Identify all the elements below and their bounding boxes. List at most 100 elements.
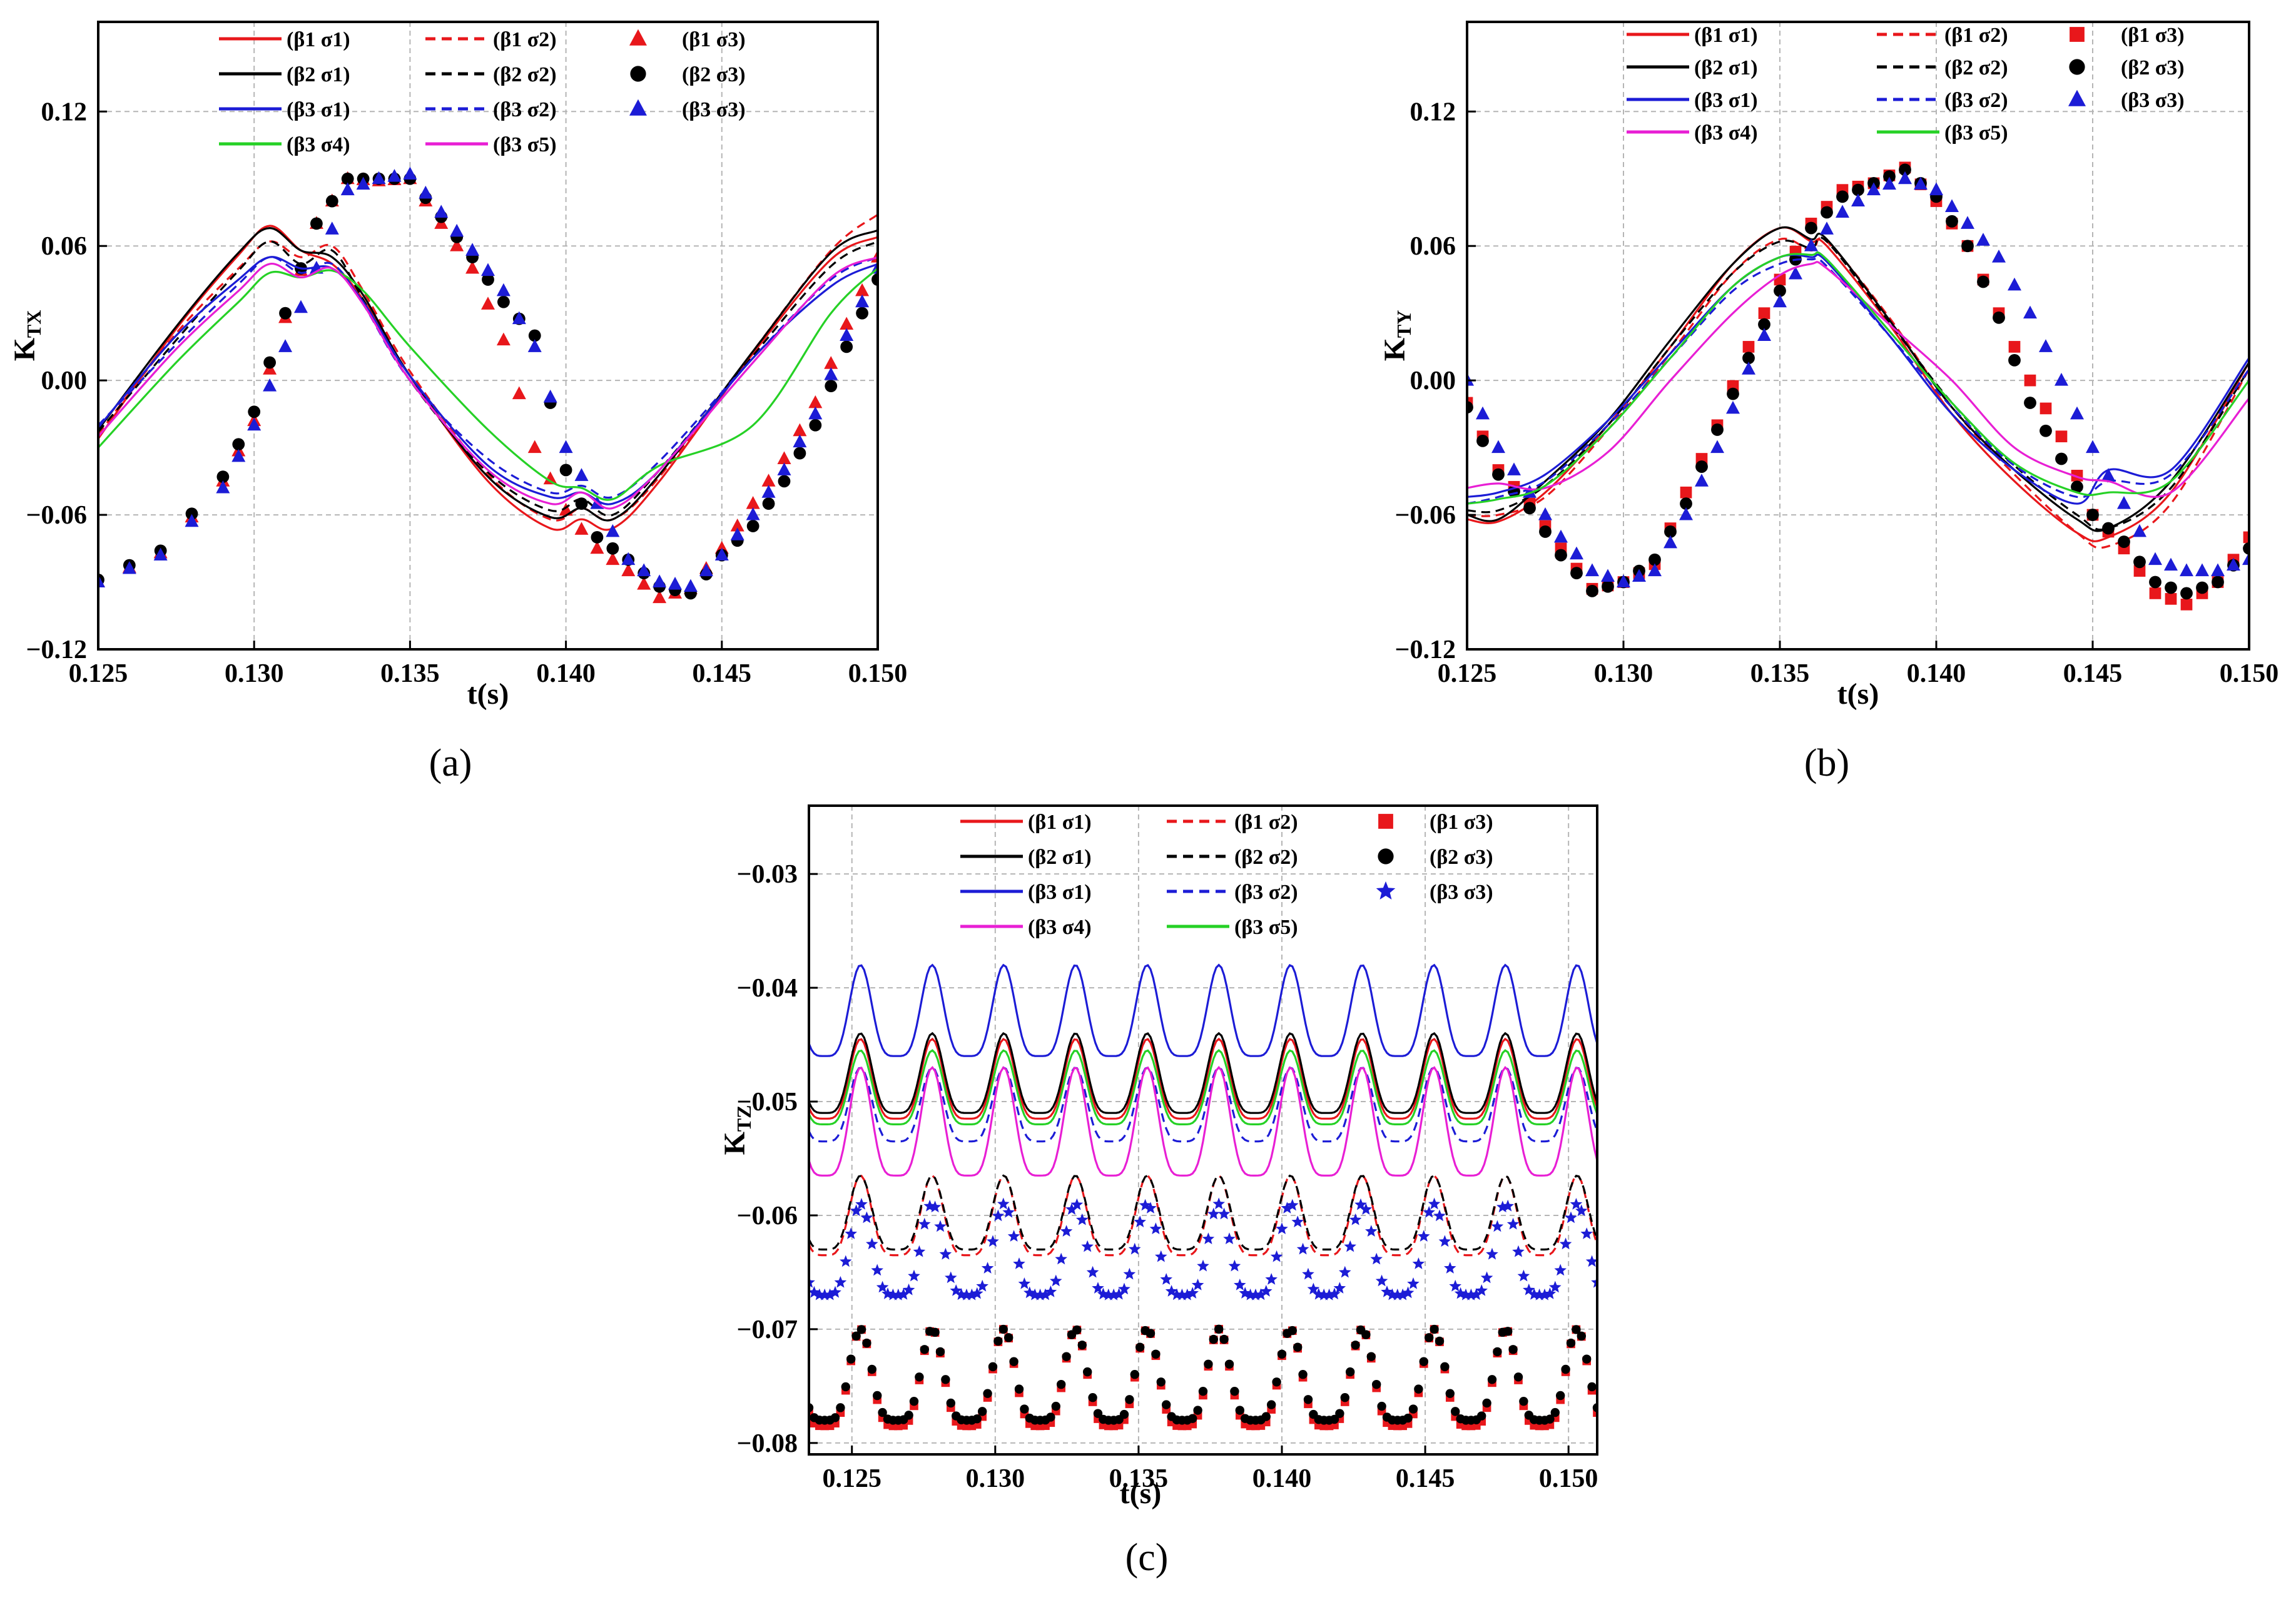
panel-a-series-8-point [481,263,495,276]
panel-a-series-8-point [98,574,105,588]
panel-b-legend-label: (β3 σ1) [1694,89,1758,112]
panel-b-series-0-line [1467,226,2249,542]
panel-c-series-5-point [1020,1404,1029,1414]
panel-c-series-5-point [1477,1411,1486,1421]
panel-c-series-8-point [1013,1257,1025,1269]
panel-b-ytick-label: 0.00 [1410,367,1456,395]
panel-b-legend-item: (β2 σ3) [2069,56,2185,79]
panel-a-series-5-point [248,405,261,418]
panel-b-series-8-point [2101,468,2115,481]
panel-b-series-5-point [1836,190,1849,203]
panel-a-legend-item: (β2 σ1) [219,63,350,86]
panel-c-series-2-point [1593,1408,1597,1417]
panel-a-series-2-point [450,238,464,251]
panel-c-series-8-point [1375,1274,1388,1287]
panel-c-series-5-point [1577,1331,1586,1341]
panel-a-xtick-label: 0.140 [536,659,596,688]
panel-b-series-8-point [1601,569,1615,582]
panel-a-series-8-point [185,514,199,527]
panel-c-series-8-point [1223,1232,1236,1244]
panel-b-ylabel: KTY [1378,310,1415,362]
panel-a-series-8-point [263,378,277,392]
panel-b-series-5-point [1883,170,1896,183]
panel-c-series-8-point [1506,1217,1520,1230]
panel-a-xtick-label: 0.150 [848,659,908,688]
panel-c-series-5-point [1198,1387,1208,1396]
panel-c-series-8-point [1171,1288,1183,1300]
panel-a-series-5-point [482,273,494,286]
panel-b-series-8-point [1538,507,1552,520]
panel-c-series-8-point [850,1204,863,1217]
panel-b-series-5-point [1821,206,1833,219]
panel-c-series-8-point [960,1288,973,1300]
panel-c-series-8-point [1076,1213,1089,1225]
panel-c-series-5-point [1561,1364,1570,1374]
panel-c-series-8-point [1580,1227,1593,1239]
panel-b-legend-item: (β3 σ1) [1627,89,1758,112]
panel-b-series-2-markers [1467,161,2249,611]
panel-b-legend-label: (β2 σ3) [2121,56,2185,79]
panel-a-series-8-point [434,205,449,218]
panel-c-series-5-point [946,1398,956,1408]
panel-a-series-5-point [497,295,510,308]
panel-c-series-5-point [1130,1370,1140,1379]
panel-a-series-5-point [325,195,338,208]
panel-c-series-5-point [1335,1409,1344,1418]
panel-c-series-5-point [1587,1382,1597,1392]
panel-a: 0.125 0.130 0.135 0.140 0.145 0.150 −0.12 −0.06… [8,21,908,784]
panel-b-legend-label: (β1 σ1) [1694,24,1758,47]
panel-c-series-8-point [913,1245,926,1257]
panel-a-series-5-point [310,217,323,230]
panel-c-series-8-point [1165,1285,1178,1297]
panel-c-series-8-point [1129,1242,1141,1255]
panel-a-series-2-point [793,423,807,437]
panel-b-series-10-line [1467,251,2249,505]
panel-a-legend-label: (β1 σ1) [287,28,350,51]
panel-c-series-5-point [846,1354,856,1364]
panel-b-series-8-point [2008,277,2021,291]
panel-c-series-8-point [1412,1257,1425,1269]
panel-a-series-8-point [325,221,339,235]
panel-b-series-5-point [1648,553,1661,566]
panel-c-series-8-point [1501,1199,1514,1212]
panel-a-plot: 0.125 0.130 0.135 0.140 0.145 0.150 −0.12 −0.06… [8,21,908,711]
panel-c-series-8-point [1391,1288,1404,1300]
panel-c-series-5-point [1209,1334,1219,1344]
panel-c-series-5-point [1224,1359,1234,1369]
panel-c-series-5-point [1482,1398,1491,1408]
panel-c-series-8-point [1155,1250,1167,1262]
panel-c-series-8-point [1086,1265,1099,1278]
panel-b-series-8-point [1789,266,1802,280]
panel-c-series-5-point [1156,1377,1166,1387]
panel-c-series-8-point [1039,1288,1052,1300]
panel-c-series-8-point [1465,1288,1478,1300]
panel-c-legend-marker [1378,814,1393,829]
panel-a-xtick-label: 0.135 [380,659,440,688]
panel-b-series [1467,161,2249,611]
panel-c-plot: 0.125 0.130 0.135 0.140 0.145 0.150 −0.08 −0.07… [718,804,1598,1510]
panel-c-series-5-point [988,1362,998,1372]
panel-c-series-5-point [1340,1393,1349,1402]
panel-b-legend-label: (β2 σ1) [1694,56,1758,79]
panel-a-series-6-line [98,256,878,505]
panel-c-series-8-point [1486,1247,1498,1260]
panel-c-series-8-point [1050,1274,1062,1287]
panel-c-series-5-point [983,1389,992,1398]
panel-a-series-2-point [481,297,495,310]
panel-b-series-5-point [1539,525,1552,538]
panel-c-series-5-point [1267,1400,1276,1409]
panel-c-series-5-point [1119,1409,1129,1419]
panel-c-series-8-point [1533,1288,1546,1300]
panel-b-series-5-point [1899,163,1911,176]
panel-c-series-8-point [939,1247,952,1260]
panel-b-xtick-label: 0.150 [2220,659,2279,688]
panel-a-series-8-point [527,339,542,352]
panel-c-series-5-point [909,1396,919,1406]
panel-b-series-9-line [1467,261,2249,498]
panel-b-series-8-point [1648,563,1662,577]
panel-c-series-8-point [1428,1197,1441,1210]
panel-a-legend-marker [629,29,647,46]
panel-a-series-2-point [730,518,744,532]
panel-b-series-8-point [1882,176,1896,190]
